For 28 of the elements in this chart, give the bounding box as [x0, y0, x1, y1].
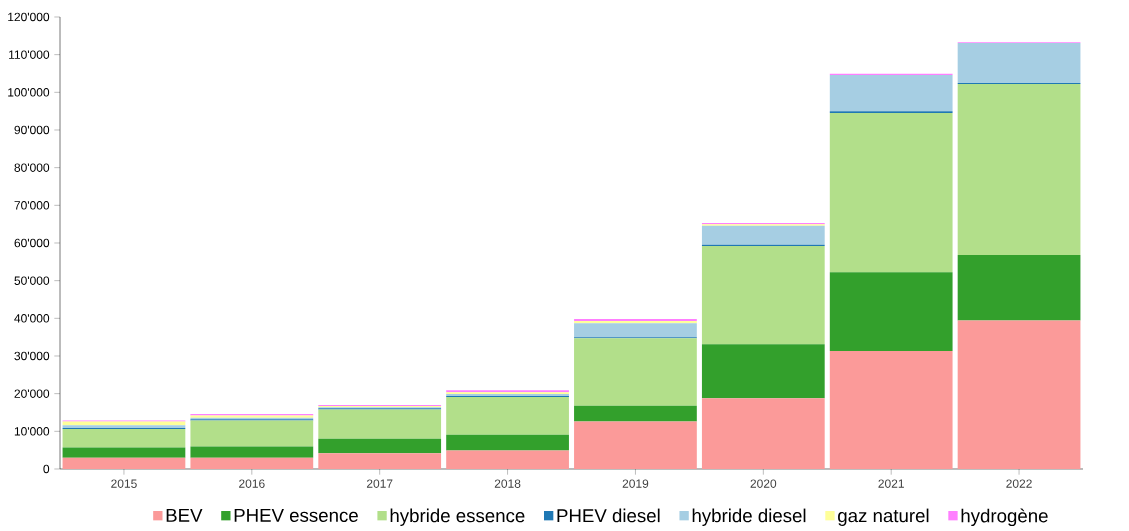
legend-label: hybride essence: [390, 508, 525, 526]
legend-label: BEV: [166, 508, 203, 522]
legend-label: PHEV diesel: [557, 508, 660, 523]
legend-label: PHEV essence: [234, 508, 358, 522]
y-tick-label: 50'000: [14, 276, 50, 285]
y-tick-label: 60'000: [14, 238, 50, 248]
y-tick-label: 80'000: [14, 163, 50, 172]
y-tick-label: 30'000: [14, 351, 50, 361]
y-tick-label: 120'000: [8, 12, 50, 22]
y-tick-label: 20'000: [14, 389, 50, 398]
y-tick-label: 70'000: [14, 201, 50, 210]
y-tick-label: 90'000: [14, 125, 50, 135]
y-tick-label: 0: [43, 464, 50, 474]
x-tick-label: 2020: [750, 479, 777, 488]
y-tick-label: 100'000: [8, 88, 50, 97]
legend-label: hydrogène: [961, 508, 1048, 527]
x-tick-label: 2019: [622, 479, 649, 488]
legend-label: hybride diesel: [692, 508, 806, 526]
x-tick-label: 2021: [878, 479, 904, 488]
y-tick-label: 110'000: [9, 50, 50, 59]
x-tick-label: 2018: [494, 479, 521, 488]
y-tick-label: 10'000: [14, 427, 50, 436]
x-tick-label: 2022: [1006, 479, 1032, 488]
x-tick-label: 2016: [239, 479, 265, 488]
y-tick-label: 40'000: [14, 314, 50, 323]
legend-label: gaz naturel: [838, 508, 929, 526]
x-tick-label: 2015: [111, 479, 137, 488]
x-tick-label: 2017: [366, 479, 393, 488]
